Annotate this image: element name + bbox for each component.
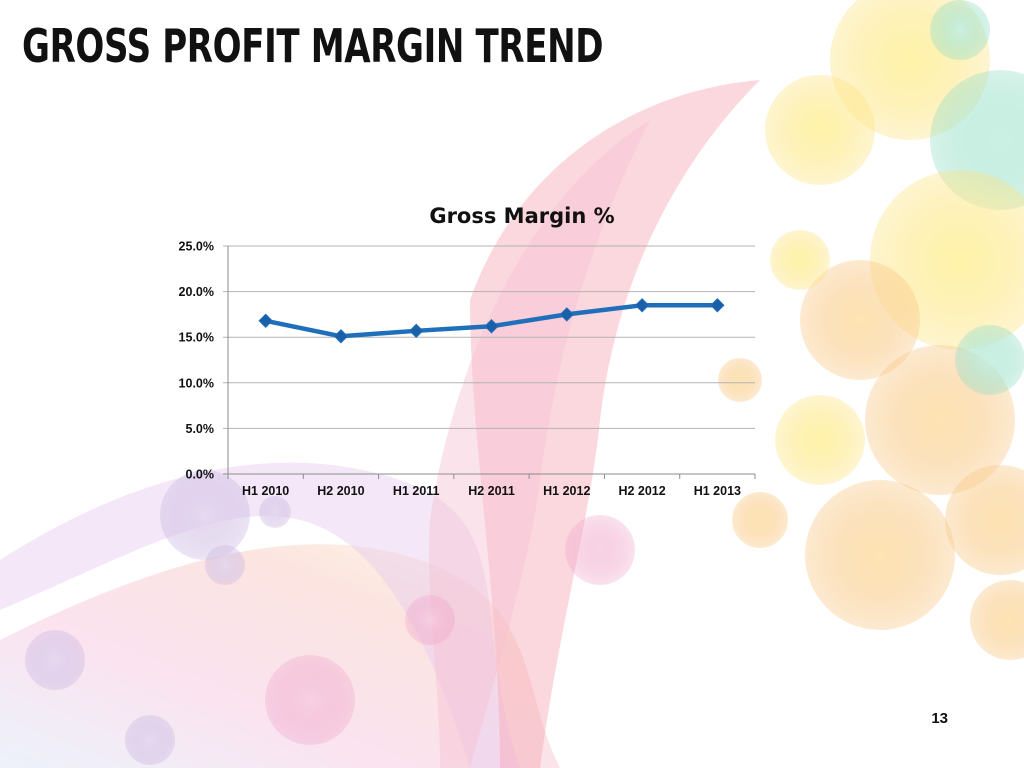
y-tick-label: 25.0% <box>179 240 214 254</box>
y-tick-label: 15.0% <box>179 331 214 345</box>
page-number: 13 <box>931 710 948 727</box>
y-tick-label: 5.0% <box>186 422 215 436</box>
gridlines <box>223 245 755 429</box>
axes <box>223 246 756 479</box>
x-tick-label: H2 2010 <box>317 484 364 498</box>
x-tick-label: H1 2011 <box>393 484 440 498</box>
data-point-marker <box>634 298 650 313</box>
data-point-marker <box>409 323 424 339</box>
chart-title: Gross Margin % <box>429 204 614 228</box>
slide-title: GROSS PROFIT MARGIN TREND <box>22 19 604 73</box>
x-tick-label: H1 2010 <box>242 484 289 498</box>
x-tick-label: H2 2012 <box>618 484 665 498</box>
x-tick-label: H2 2011 <box>468 484 515 498</box>
data-point-marker <box>484 319 499 334</box>
y-tick-label: 20.0% <box>179 285 214 299</box>
x-axis-tick-labels: H1 2010 H2 2010 H1 2011 H2 2011 H1 2012 H2 20… <box>242 484 741 498</box>
data-point-marker <box>333 329 349 344</box>
y-axis-tick-labels: 0.0% 5.0% 10.0% 15.0% 20.0% 25.0% <box>179 240 214 482</box>
data-point-marker <box>559 307 574 322</box>
x-tick-label: H1 2012 <box>543 484 590 498</box>
data-point-marker <box>258 313 273 328</box>
data-point-marker <box>710 298 725 313</box>
y-tick-label: 10.0% <box>179 376 214 390</box>
y-tick-label: 0.0% <box>186 468 215 482</box>
series-gross-margin <box>258 298 725 344</box>
x-tick-label: H1 2013 <box>694 484 741 498</box>
